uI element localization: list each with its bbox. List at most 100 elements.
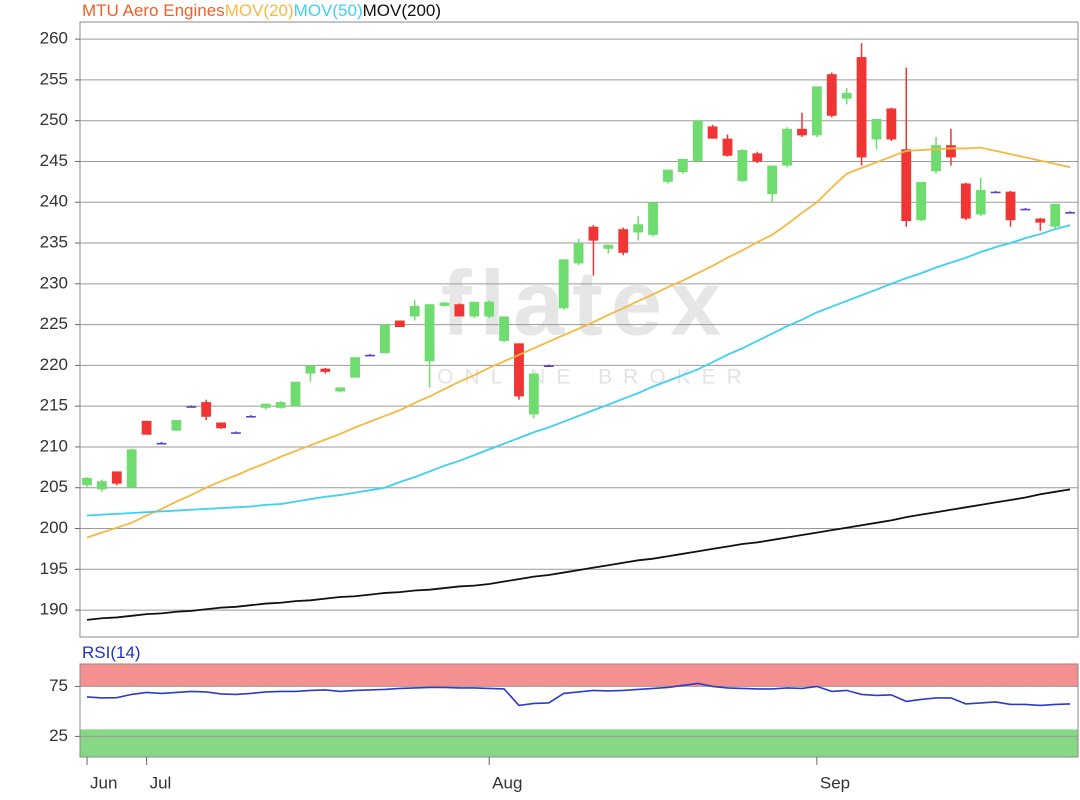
candle-body bbox=[752, 153, 763, 162]
candle-body bbox=[186, 406, 197, 408]
plot-area bbox=[80, 22, 1078, 637]
candle-body bbox=[1050, 203, 1061, 227]
candle-body bbox=[960, 183, 971, 219]
candle-body bbox=[946, 145, 956, 158]
candle-body bbox=[782, 128, 793, 166]
candle-body bbox=[1035, 218, 1046, 223]
chart-title: MTU Aero Engines bbox=[82, 1, 225, 20]
y-tick-label: 250 bbox=[40, 110, 68, 129]
candle-body bbox=[111, 471, 122, 484]
plot-border bbox=[79, 21, 1079, 638]
y-tick-label: 195 bbox=[40, 559, 68, 578]
candle-body bbox=[290, 381, 301, 407]
candle-body bbox=[841, 92, 852, 99]
legend: MTU Aero EnginesMOV(20)MOV(50)MOV(200) bbox=[82, 1, 441, 20]
candle-body bbox=[305, 365, 316, 374]
legend: RSI(14) bbox=[82, 643, 141, 662]
candle-body bbox=[216, 422, 226, 429]
candle-body bbox=[558, 259, 569, 309]
candle-body bbox=[916, 181, 927, 221]
candle-body bbox=[737, 150, 748, 182]
candle-body bbox=[171, 420, 182, 431]
candle-body bbox=[1065, 212, 1076, 214]
y-tick-label: 210 bbox=[40, 436, 68, 455]
zone bbox=[80, 729, 1078, 757]
candle-body bbox=[603, 244, 614, 249]
candle-body bbox=[856, 57, 867, 158]
candle-body bbox=[260, 403, 271, 408]
legend-entry: MOV(200) bbox=[363, 1, 441, 20]
candle-body bbox=[320, 368, 331, 372]
candle-body bbox=[499, 316, 509, 341]
candle-body bbox=[975, 190, 986, 215]
candle-body bbox=[648, 202, 658, 235]
candle-body bbox=[811, 86, 822, 136]
candle-body bbox=[543, 365, 554, 367]
candle-body bbox=[231, 432, 241, 434]
candle-body bbox=[722, 138, 733, 156]
candle-body bbox=[707, 126, 718, 139]
candle-body bbox=[1005, 191, 1016, 221]
y-tick-label: 230 bbox=[40, 273, 68, 292]
candle-body bbox=[409, 305, 420, 317]
candle-body bbox=[454, 304, 465, 317]
zone bbox=[80, 664, 1078, 687]
candle-body bbox=[573, 243, 584, 264]
candle-body bbox=[82, 477, 92, 486]
moving-average bbox=[86, 224, 1071, 517]
y-tick-label: 75 bbox=[49, 676, 68, 695]
candle-body bbox=[201, 402, 212, 417]
candle-body bbox=[677, 159, 688, 173]
candle-body bbox=[275, 402, 286, 408]
candle-body bbox=[633, 224, 644, 233]
candle-body bbox=[484, 301, 495, 317]
y-tick-label: 235 bbox=[40, 233, 68, 252]
y-tick-label: 190 bbox=[40, 600, 68, 619]
candle-body bbox=[245, 415, 256, 418]
y-tick-label: 215 bbox=[40, 396, 68, 415]
x-tick-label: Sep bbox=[820, 773, 850, 792]
watermark: flatex bbox=[441, 252, 729, 354]
candle-body bbox=[990, 191, 1001, 194]
candle-body bbox=[379, 324, 390, 354]
candle-body bbox=[126, 449, 137, 488]
candle-body bbox=[618, 229, 629, 253]
y-tick-label: 245 bbox=[40, 151, 68, 170]
y-tick-label: 225 bbox=[40, 314, 68, 333]
candle-body bbox=[469, 301, 480, 317]
candle-body bbox=[588, 226, 599, 241]
rsi-line bbox=[86, 682, 1071, 707]
y-tick-label: 200 bbox=[40, 518, 68, 537]
x-tick-label: Jul bbox=[150, 773, 172, 792]
watermark: ONLINE BROKER bbox=[437, 366, 753, 389]
plot-border bbox=[79, 663, 1079, 758]
x-tick-label: Aug bbox=[492, 773, 522, 792]
candle-body bbox=[767, 165, 778, 195]
x-tick-label: Jun bbox=[90, 773, 117, 792]
chart-title: RSI(14) bbox=[82, 643, 141, 662]
candle-body bbox=[826, 74, 837, 116]
candle-body bbox=[335, 387, 346, 392]
moving-average bbox=[86, 146, 1071, 539]
candle-body bbox=[424, 304, 435, 362]
y-tick-label: 205 bbox=[40, 477, 68, 496]
y-tick-label: 220 bbox=[40, 355, 68, 374]
candle-body bbox=[797, 128, 807, 136]
y-tick-label: 240 bbox=[40, 192, 68, 211]
legend-entry: MOV(20) bbox=[225, 1, 294, 20]
candle-body bbox=[1020, 208, 1031, 211]
candle-body bbox=[871, 119, 882, 140]
y-tick-label: 260 bbox=[40, 29, 68, 48]
candle-body bbox=[141, 420, 152, 435]
candle-body bbox=[663, 169, 673, 182]
candle-body bbox=[886, 108, 897, 140]
candle-body bbox=[528, 373, 539, 415]
candle-body bbox=[514, 343, 524, 397]
candle-body bbox=[96, 481, 107, 490]
y-tick-label: 25 bbox=[49, 726, 68, 745]
candle-body bbox=[394, 320, 405, 328]
moving-average bbox=[86, 488, 1071, 621]
candle-body bbox=[156, 442, 167, 445]
y-tick-label: 255 bbox=[40, 69, 68, 88]
